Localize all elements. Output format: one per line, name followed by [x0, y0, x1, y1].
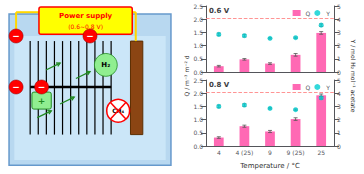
svg-text:3: 3 — [337, 103, 341, 110]
svg-text:Q: Q — [306, 84, 311, 91]
svg-text:1.5: 1.5 — [193, 103, 203, 110]
svg-text:5: 5 — [337, 77, 341, 84]
svg-text:2.5: 2.5 — [193, 77, 203, 84]
svg-text:H₂: H₂ — [101, 61, 110, 69]
svg-text:2: 2 — [337, 116, 341, 123]
svg-text:−: − — [38, 82, 46, 92]
svg-text:1.0: 1.0 — [193, 116, 203, 123]
svg-text:0.8 V: 0.8 V — [209, 81, 230, 89]
svg-text:−: − — [12, 82, 20, 92]
svg-text:−: − — [86, 31, 94, 41]
svg-text:Power supply: Power supply — [59, 12, 113, 20]
svg-text:0.0: 0.0 — [193, 69, 203, 76]
svg-text:Q: Q — [306, 10, 311, 17]
svg-text:0.5: 0.5 — [193, 55, 203, 62]
svg-text:(0.6∼0.8 V): (0.6∼0.8 V) — [68, 23, 103, 30]
svg-text:3: 3 — [337, 29, 341, 36]
svg-text:2.0: 2.0 — [193, 90, 203, 97]
svg-text:1.5: 1.5 — [193, 29, 203, 36]
svg-text:2.5: 2.5 — [193, 3, 203, 10]
svg-text:1.0: 1.0 — [193, 42, 203, 49]
svg-text:Q / m⁻³ m⁻² d: Q / m⁻³ m⁻² d — [183, 55, 190, 96]
svg-text:9: 9 — [268, 149, 272, 156]
svg-text:4 (25): 4 (25) — [235, 149, 253, 156]
svg-text:0.6 V: 0.6 V — [209, 7, 230, 15]
svg-text:4: 4 — [337, 90, 341, 97]
svg-text:0: 0 — [337, 69, 341, 76]
svg-text:Y: Y — [325, 10, 330, 17]
svg-text:2: 2 — [337, 42, 341, 49]
svg-text:4: 4 — [337, 16, 341, 23]
svg-text:Y: Y — [325, 84, 330, 91]
svg-text:5: 5 — [337, 3, 341, 10]
svg-text:0.0: 0.0 — [193, 143, 203, 150]
svg-text:2.0: 2.0 — [193, 16, 203, 23]
svg-text:4: 4 — [217, 149, 221, 156]
svg-text:1: 1 — [337, 55, 341, 62]
svg-text:0: 0 — [337, 143, 341, 150]
svg-text:25: 25 — [317, 149, 325, 156]
svg-text:−: − — [12, 31, 20, 41]
svg-text:9 (25): 9 (25) — [287, 149, 305, 156]
svg-text:1: 1 — [337, 129, 341, 136]
svg-text:0.5: 0.5 — [193, 129, 203, 136]
svg-text:+: + — [38, 96, 46, 106]
svg-text:CH₄: CH₄ — [112, 107, 125, 115]
svg-text:Temperature / °C: Temperature / °C — [239, 162, 300, 170]
svg-text:Y / mol H₂ mol⁻¹ acetate: Y / mol H₂ mol⁻¹ acetate — [350, 39, 357, 113]
